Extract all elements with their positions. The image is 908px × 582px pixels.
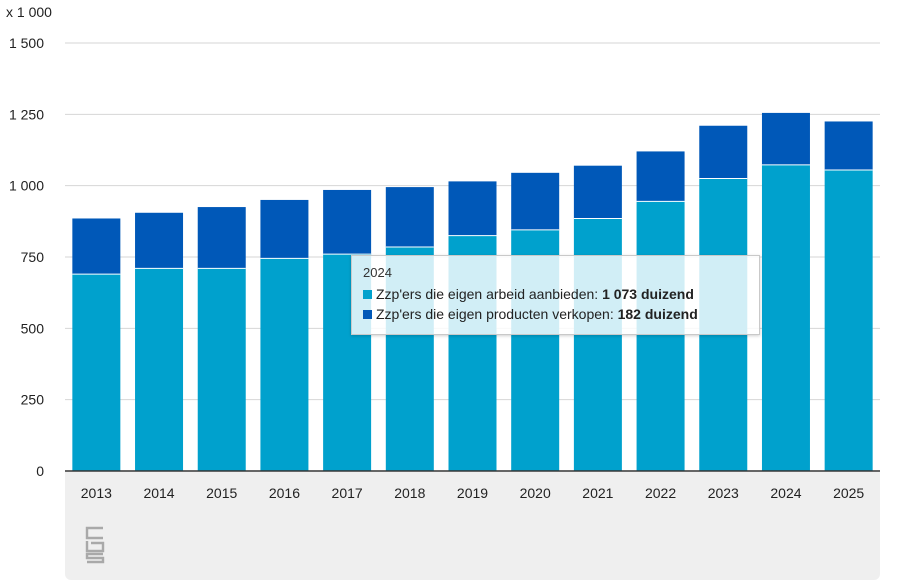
x-tick-label: 2024	[770, 485, 801, 501]
y-tick-label: 500	[21, 320, 45, 336]
x-tick-label: 2019	[457, 485, 488, 501]
bar-producten-2022	[636, 151, 685, 202]
x-tick-label: 2017	[332, 485, 363, 501]
legend-swatch-arbeid	[363, 290, 372, 299]
bar-producten-2015	[197, 207, 246, 269]
x-tick-label: 2018	[394, 485, 425, 501]
tooltip-label-arbeid: Zzp'ers die eigen arbeid aanbieden:	[376, 286, 599, 302]
bar-arbeid-2013	[72, 274, 121, 471]
x-tick-label: 2021	[582, 485, 613, 501]
bar-arbeid-2015	[197, 268, 246, 471]
y-tick-label: 0	[36, 463, 44, 479]
bar-arbeid-2016	[260, 258, 309, 471]
tooltip-row-arbeid: Zzp'ers die eigen arbeid aanbieden: 1 07…	[363, 284, 749, 304]
tooltip-label-producten: Zzp'ers die eigen producten verkopen:	[376, 306, 614, 322]
y-unit-label: x 1 000	[6, 4, 52, 20]
tooltip-row-producten: Zzp'ers die eigen producten verkopen: 18…	[363, 304, 749, 324]
bar-arbeid-2014	[135, 268, 184, 471]
x-tick-label: 2015	[206, 485, 237, 501]
x-tick-label: 2013	[81, 485, 112, 501]
bar-arbeid-2024	[761, 164, 810, 471]
bar-producten-2016	[260, 199, 309, 259]
bar-producten-2014	[135, 212, 184, 269]
tooltip-title: 2024	[363, 265, 392, 280]
bar-producten-2013	[72, 218, 121, 275]
bar-producten-2019	[448, 181, 497, 236]
bar-producten-2024	[761, 112, 810, 165]
y-tick-label: 1 250	[9, 106, 44, 122]
x-tick-label: 2014	[143, 485, 174, 501]
x-tick-label: 2020	[520, 485, 551, 501]
legend-swatch-producten	[363, 310, 372, 319]
y-tick-label: 1 500	[9, 35, 44, 51]
bar-producten-2023	[699, 125, 748, 179]
x-tick-label: 2025	[833, 485, 864, 501]
bar-producten-2018	[385, 187, 434, 248]
cbs-logo-icon	[85, 526, 105, 564]
y-tick-label: 1 000	[9, 178, 44, 194]
x-tick-label: 2023	[708, 485, 739, 501]
bar-producten-2017	[323, 189, 372, 255]
bar-arbeid-2025	[824, 169, 873, 471]
y-tick-label: 250	[21, 392, 45, 408]
x-tick-label: 2016	[269, 485, 300, 501]
bar-producten-2020	[511, 172, 560, 230]
x-tick-label: 2022	[645, 485, 676, 501]
chart-tooltip: 2024 Zzp'ers die eigen arbeid aanbieden:…	[351, 255, 760, 335]
tooltip-value-producten: 182 duizend	[617, 306, 698, 322]
bar-arbeid-2022	[636, 201, 685, 472]
bar-producten-2021	[573, 165, 622, 219]
y-tick-label: 750	[21, 249, 45, 265]
tooltip-value-arbeid: 1 073 duizend	[602, 286, 694, 302]
chart-footer	[65, 472, 880, 580]
bar-producten-2025	[824, 121, 873, 170]
